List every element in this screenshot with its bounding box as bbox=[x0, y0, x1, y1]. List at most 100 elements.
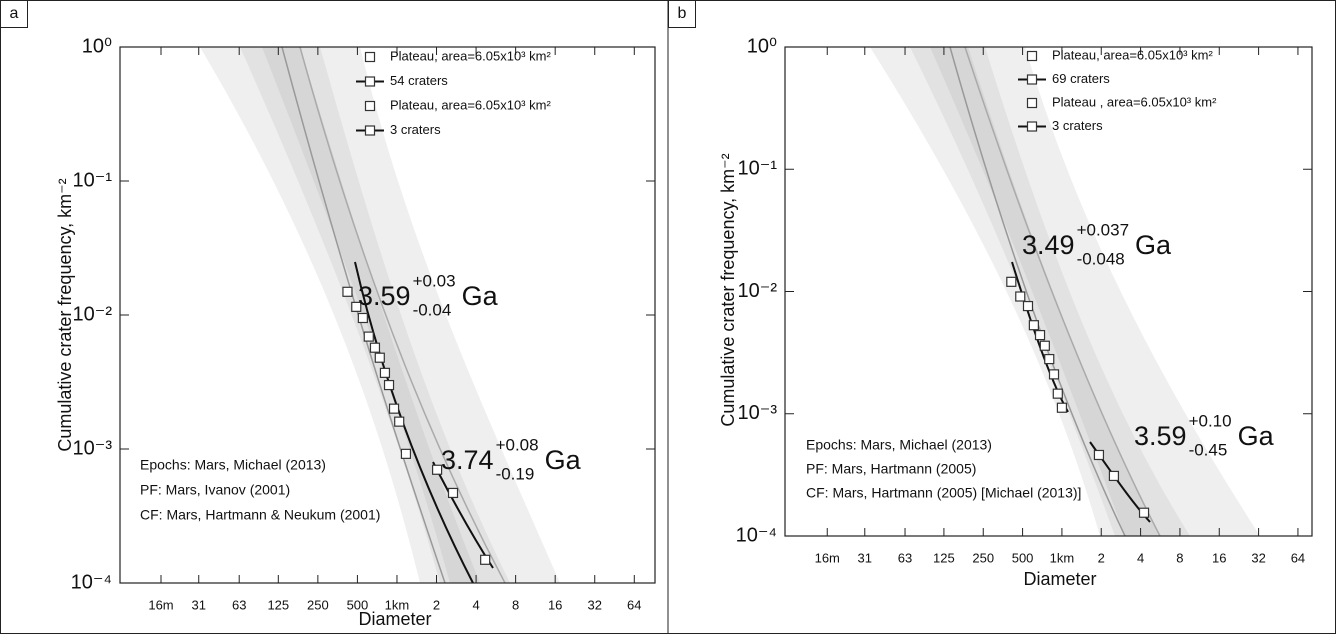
isochron bbox=[281, 47, 446, 583]
x-tick-label: 2 bbox=[1098, 550, 1105, 565]
data-point bbox=[383, 379, 395, 391]
legend-label: 54 craters bbox=[390, 73, 448, 88]
legend-marker bbox=[364, 76, 376, 87]
data-point bbox=[431, 464, 443, 475]
data-point bbox=[1022, 300, 1034, 312]
data-point bbox=[342, 286, 353, 297]
data-point bbox=[1093, 449, 1105, 461]
age-error-plus: +0.08 bbox=[496, 435, 539, 454]
x-tick-label: 63 bbox=[232, 597, 246, 612]
model-note: Epochs: Mars, Michael (2013) bbox=[140, 457, 326, 473]
legend-label: Plateau , area=6.05x10³ km² bbox=[1052, 94, 1217, 109]
y-tick-label: 10⁻¹ bbox=[73, 169, 113, 191]
data-point bbox=[1044, 353, 1055, 365]
y-tick-label: 10⁻⁴ bbox=[736, 524, 777, 546]
x-tick-label: 500 bbox=[347, 597, 369, 612]
y-tick-label: 10⁻⁴ bbox=[71, 571, 112, 593]
data-point bbox=[1006, 276, 1017, 287]
age-value: 3.59 bbox=[358, 281, 411, 311]
x-tick-label: 64 bbox=[1291, 550, 1305, 565]
isochron bbox=[949, 47, 1126, 536]
y-tick-label: 10⁻¹ bbox=[738, 158, 778, 180]
x-tick-label: 63 bbox=[898, 550, 912, 565]
panel-label: a bbox=[10, 5, 19, 22]
x-tick-label: 125 bbox=[267, 597, 289, 612]
legend-marker bbox=[1026, 50, 1038, 62]
legend-marker bbox=[364, 125, 376, 136]
data-point bbox=[447, 487, 459, 499]
x-tick-label: 64 bbox=[627, 597, 641, 612]
data-point bbox=[374, 352, 385, 363]
legend-label: 3 craters bbox=[1052, 118, 1103, 133]
x-tick-label: 8 bbox=[1176, 550, 1183, 565]
x-axis-label: Diameter bbox=[358, 609, 431, 629]
model-bands bbox=[200, 47, 560, 583]
data-point bbox=[379, 367, 391, 378]
model-bands bbox=[870, 47, 1260, 536]
data-point bbox=[363, 331, 374, 342]
legend-label: Plateau, area=6.05x10³ km² bbox=[390, 48, 551, 63]
data-point bbox=[480, 554, 491, 565]
data-point bbox=[1015, 291, 1026, 302]
age-value: 3.49 bbox=[1022, 230, 1075, 260]
legend-marker bbox=[1026, 74, 1038, 85]
data-point bbox=[1039, 340, 1050, 351]
age-error-plus: +0.10 bbox=[1189, 411, 1232, 430]
x-tick-label: 16m bbox=[815, 550, 840, 565]
y-tick-label: 10⁻² bbox=[73, 303, 113, 325]
data-point bbox=[1028, 320, 1039, 331]
legend-marker bbox=[1026, 121, 1038, 132]
x-tick-label: 4 bbox=[1137, 550, 1144, 565]
y-axis-label: Cumulative crater frequency, km⁻² bbox=[55, 178, 75, 451]
age-unit: Ga bbox=[1135, 230, 1172, 260]
age-unit: Ga bbox=[545, 445, 582, 475]
y-tick-label: 10⁻³ bbox=[738, 402, 778, 424]
x-tick-label: 16m bbox=[148, 597, 173, 612]
y-tick-label: 10⁰ bbox=[82, 35, 112, 57]
panel-label: b bbox=[678, 5, 687, 22]
data-point bbox=[394, 416, 405, 427]
x-tick-label: 32 bbox=[1251, 550, 1265, 565]
data-point bbox=[1108, 470, 1120, 482]
x-tick-label: 32 bbox=[588, 597, 602, 612]
data-point bbox=[1052, 388, 1063, 399]
age-error-minus: -0.45 bbox=[1189, 440, 1228, 459]
age-value: 3.74 bbox=[441, 445, 494, 475]
age-error-minus: -0.048 bbox=[1077, 249, 1125, 268]
data-point bbox=[388, 403, 400, 414]
legend-label: Plateau, area=6.05x10³ km² bbox=[390, 97, 551, 112]
age-value: 3.59 bbox=[1134, 421, 1187, 451]
age-unit: Ga bbox=[462, 281, 499, 311]
model-note: PF: Mars, Hartmann (2005) bbox=[806, 461, 976, 477]
x-tick-label: 16 bbox=[1212, 550, 1226, 565]
panel-label-box bbox=[0, 0, 28, 28]
data-point bbox=[400, 448, 412, 459]
legend-marker bbox=[364, 100, 376, 112]
legend-marker bbox=[364, 51, 376, 63]
model-note: Epochs: Mars, Michael (2013) bbox=[806, 437, 992, 453]
legend-label: 69 craters bbox=[1052, 71, 1110, 86]
x-tick-label: 4 bbox=[472, 597, 479, 612]
data-point bbox=[351, 301, 362, 312]
data-point bbox=[1034, 329, 1046, 341]
x-tick-label: 16 bbox=[548, 597, 562, 612]
isochron bbox=[964, 47, 1161, 536]
band bbox=[930, 47, 1160, 536]
x-tick-label: 125 bbox=[933, 550, 955, 565]
x-tick-label: 250 bbox=[307, 597, 329, 612]
x-tick-label: 250 bbox=[972, 550, 994, 565]
x-tick-label: 500 bbox=[1012, 550, 1034, 565]
data-point bbox=[1138, 507, 1150, 518]
model-note: CF: Mars, Hartmann (2005) [Michael (2013… bbox=[806, 485, 1081, 501]
legend-marker bbox=[1026, 97, 1038, 109]
panel-label-box bbox=[668, 0, 696, 28]
legend-label: Plateau, area=6.05x10³ km² bbox=[1052, 47, 1213, 62]
y-axis-label: Cumulative crater frequency, km⁻² bbox=[718, 153, 738, 426]
x-tick-label: 1km bbox=[1050, 550, 1075, 565]
y-tick-label: 10⁰ bbox=[747, 35, 777, 57]
x-tick-label: 2 bbox=[433, 597, 440, 612]
x-tick-label: 1km bbox=[385, 597, 410, 612]
age-error-plus: +0.03 bbox=[413, 271, 456, 290]
x-tick-label: 31 bbox=[858, 550, 872, 565]
